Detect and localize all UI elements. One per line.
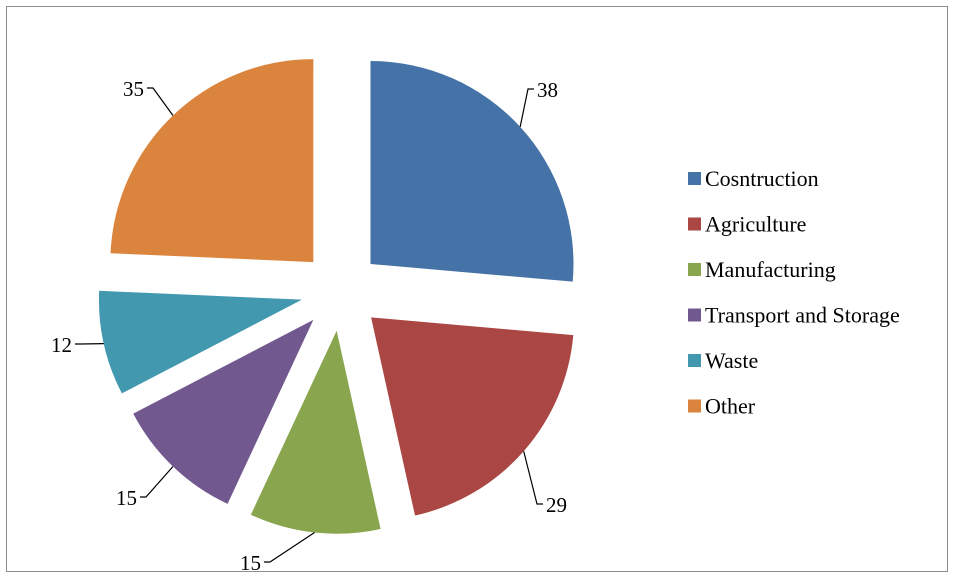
leader-lines bbox=[75, 87, 543, 563]
legend-swatch-other bbox=[688, 399, 701, 413]
slice-cosntruction bbox=[370, 60, 574, 282]
legend-swatch-agriculture bbox=[688, 217, 701, 231]
leader-line-manufacturing bbox=[264, 532, 315, 563]
legend-label-cosntruction: Cosntruction bbox=[705, 166, 819, 191]
slice-manufacturing bbox=[250, 330, 381, 534]
legend-swatch-transport-and-storage bbox=[688, 308, 701, 322]
slice-other bbox=[110, 59, 314, 263]
data-label-cosntruction: 38 bbox=[537, 78, 558, 102]
legend-swatch-manufacturing bbox=[688, 263, 701, 276]
legend: Cosntruction Agriculture Manufacturing Tran… bbox=[688, 166, 900, 419]
data-label-agriculture: 29 bbox=[546, 493, 567, 517]
leader-line-other bbox=[147, 87, 174, 116]
leader-line-cosntruction bbox=[519, 88, 534, 127]
legend-label-manufacturing: Manufacturing bbox=[705, 257, 836, 282]
legend-label-other: Other bbox=[705, 394, 756, 419]
pie-slices bbox=[98, 59, 574, 534]
slice-agriculture bbox=[371, 317, 574, 516]
legend-swatch-cosntruction bbox=[688, 172, 701, 185]
data-label-manufacturing: 15 bbox=[240, 551, 261, 575]
legend-swatch-waste bbox=[688, 354, 701, 367]
data-label-other: 35 bbox=[123, 77, 144, 101]
data-labels: 38 29 15 15 12 35 bbox=[51, 77, 567, 575]
slice-waste bbox=[98, 290, 302, 394]
slice-transport-and-storage bbox=[133, 319, 314, 504]
data-label-transport-and-storage: 15 bbox=[116, 486, 137, 510]
legend-label-transport-and-storage: Transport and Storage bbox=[705, 303, 900, 328]
legend-label-waste: Waste bbox=[705, 348, 758, 373]
data-label-waste: 12 bbox=[51, 333, 72, 357]
legend-label-agriculture: Agriculture bbox=[705, 212, 806, 237]
leader-line-transport-and-storage bbox=[140, 466, 174, 498]
leader-line-agriculture bbox=[523, 451, 543, 505]
